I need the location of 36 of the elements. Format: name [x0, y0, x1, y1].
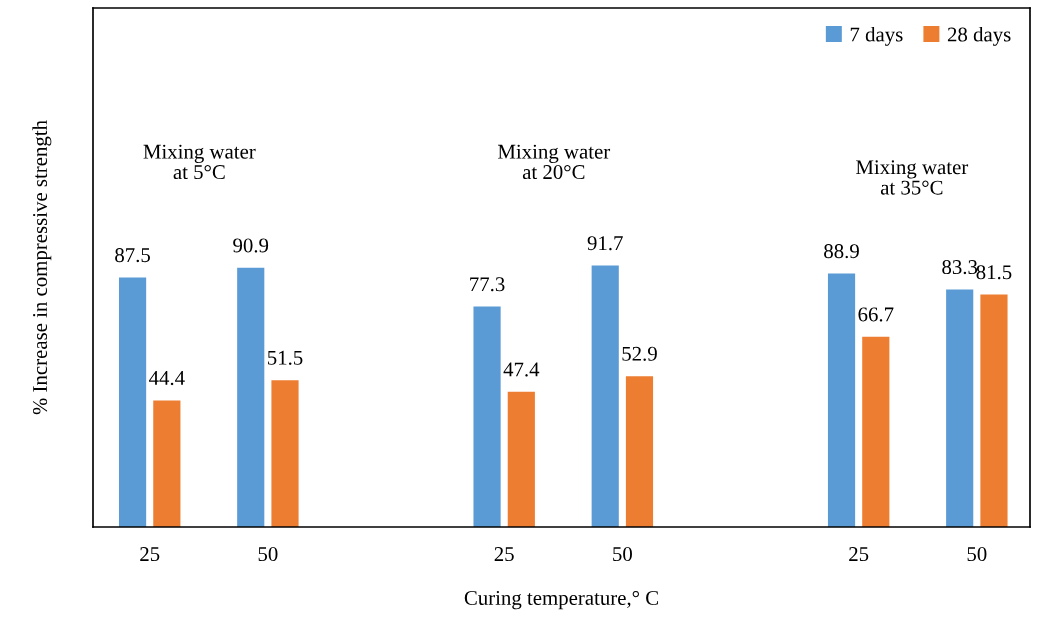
data-label: 51.5: [267, 350, 303, 365]
data-label: 52.9: [622, 346, 657, 361]
data-label: 81.5: [976, 265, 1012, 280]
bar: [118, 277, 147, 527]
bar: [862, 336, 890, 527]
legend-label: 7 days: [850, 26, 903, 46]
data-label: 91.7: [587, 236, 623, 251]
x-tick-label: 50: [258, 547, 278, 562]
data-label: 87.5: [115, 248, 150, 263]
data-label: 77.3: [470, 277, 505, 292]
bar: [237, 267, 265, 527]
data-label: 88.9: [824, 244, 859, 259]
x-axis-title: Curing temperature,° C: [464, 590, 658, 610]
bar: [507, 391, 535, 527]
bar: [153, 400, 181, 527]
bar: [946, 289, 974, 527]
bar: [591, 265, 619, 527]
annotation: Mixing water at 35°C: [856, 160, 969, 195]
data-label: 47.4: [503, 362, 540, 377]
x-tick-label: 50: [967, 547, 987, 562]
bar: [980, 294, 1008, 527]
data-label: 66.7: [858, 307, 894, 322]
x-tick-label: 25: [494, 547, 514, 562]
x-tick-label: 25: [140, 547, 160, 562]
annotation: Mixing water at 5°C: [143, 144, 256, 180]
data-label: 44.4: [149, 371, 185, 386]
legend-label: 28 days: [947, 26, 1011, 46]
bar: [271, 380, 299, 527]
x-tick-label: 25: [849, 547, 869, 562]
annotation: Mixing water at 20°C: [498, 144, 611, 180]
bar: [625, 376, 654, 527]
y-axis-title: % Increase in compressive strength: [32, 120, 52, 415]
bar: [473, 306, 501, 527]
bar: [827, 273, 856, 527]
data-label: 90.9: [233, 238, 269, 253]
x-tick-label: 50: [613, 547, 632, 562]
